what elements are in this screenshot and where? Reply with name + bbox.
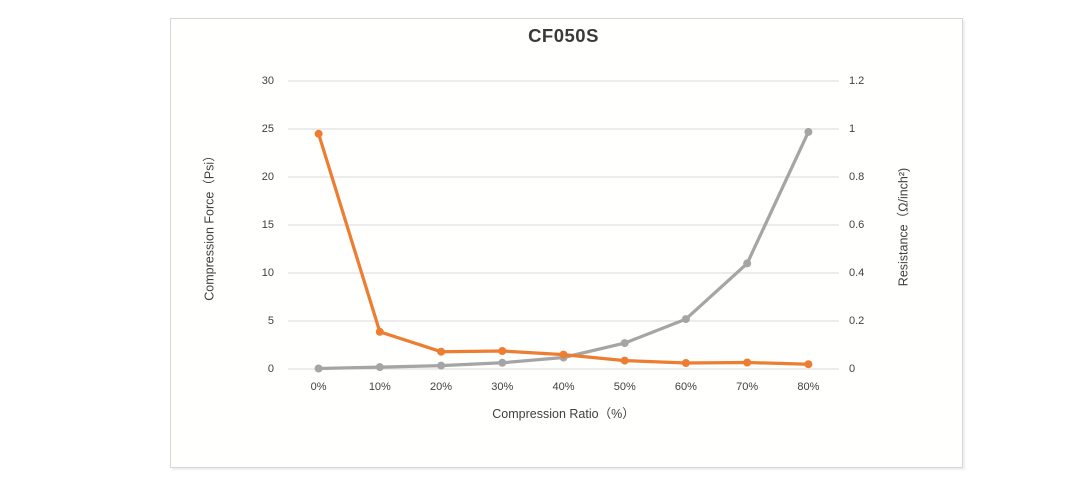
x-axis-tick-label: 40% — [552, 381, 575, 393]
x-axis-tick-label: 20% — [430, 381, 453, 393]
series-marker-0 — [498, 358, 507, 367]
x-axis-tick-label: 60% — [674, 381, 697, 393]
series-marker-1 — [620, 356, 629, 365]
left-axis-tick-label: 15 — [261, 219, 274, 231]
x-axis-tick-label: 0% — [310, 381, 327, 393]
left-axis-title: Compression Force（Psi） — [202, 149, 217, 301]
series-line-1 — [316, 132, 811, 366]
series-marker-0 — [375, 363, 384, 372]
series-marker-0 — [681, 315, 690, 324]
left-axis-tick-label: 0 — [267, 363, 274, 375]
series-marker-1 — [498, 347, 507, 355]
x-axis-tick-label: 10% — [368, 381, 391, 393]
series-marker-1 — [314, 129, 323, 138]
x-axis-tick-label: 70% — [736, 381, 759, 393]
series-marker-0 — [804, 127, 813, 136]
left-axis-tick-label: 5 — [267, 315, 274, 327]
x-axis-title: Compression Ratio（%） — [492, 407, 635, 421]
left-axis-tick-label: 10 — [261, 267, 274, 279]
right-axis-tick-label: 0.2 — [849, 315, 865, 327]
series-marker-1 — [375, 327, 384, 336]
left-axis-tick-label: 25 — [261, 123, 274, 135]
x-axis-tick-label: 50% — [613, 381, 636, 393]
series-marker-0 — [314, 364, 323, 373]
chart-container: CF050S 0 5 10 15 20 25 30 0 0.2 0.4 0.6 0.8 1 1.2 0%… — [170, 18, 963, 468]
series-marker-1 — [804, 360, 813, 369]
series-marker-0 — [620, 339, 629, 348]
right-axis-title: Resistance（Ω/inch²) — [896, 167, 911, 287]
x-axis-tick-label: 80% — [797, 381, 820, 393]
right-axis-tick-label: 1.2 — [849, 75, 865, 87]
left-axis-tick-label: 30 — [261, 75, 274, 87]
series-marker-0 — [743, 259, 752, 268]
series-marker-1 — [743, 358, 752, 367]
right-axis-tick-label: 0.4 — [849, 267, 865, 279]
series-marker-1 — [559, 350, 568, 359]
series-line-0 — [316, 130, 811, 371]
chart-title: CF050S — [528, 25, 599, 46]
x-axis-tick-label: 30% — [491, 381, 514, 393]
series-marker-1 — [437, 347, 446, 356]
series-marker-0 — [437, 361, 446, 370]
series-marker-1 — [681, 359, 690, 367]
right-axis-tick-label: 0.6 — [849, 219, 865, 231]
right-axis-tick-label: 1 — [849, 123, 856, 135]
right-axis-tick-label: 0.8 — [849, 171, 865, 183]
left-axis-tick-label: 20 — [261, 171, 274, 183]
right-axis-tick-label: 0 — [849, 363, 856, 375]
line-chart-plot — [288, 80, 839, 373]
